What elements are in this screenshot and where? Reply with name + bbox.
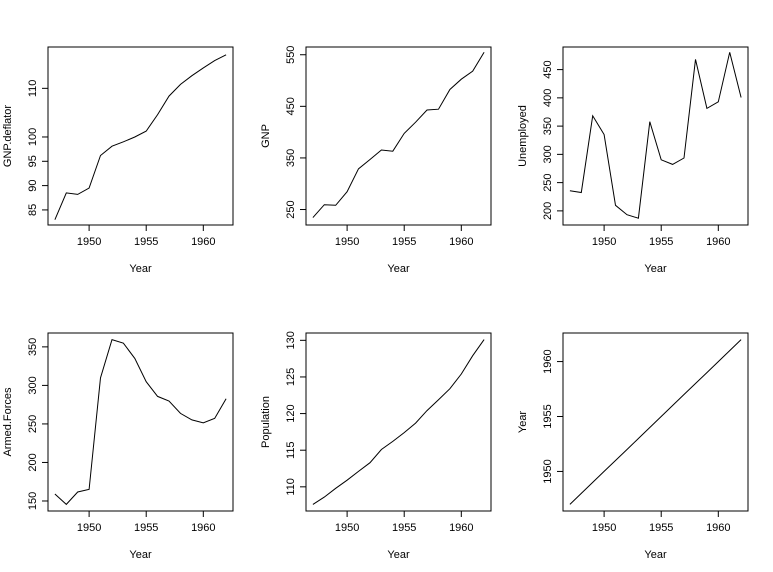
y-tick-label: 450 xyxy=(542,60,554,78)
y-tick-label: 250 xyxy=(27,415,39,433)
y-tick-label: 95 xyxy=(27,155,39,167)
y-tick-label: 125 xyxy=(285,368,297,386)
x-tick-label: 1960 xyxy=(191,522,215,534)
series-line-population xyxy=(312,339,485,505)
x-tick-label: 1955 xyxy=(649,522,673,534)
x-tick-label: 1950 xyxy=(77,522,101,534)
panel-6-year: 1950 1955 1960 1950 1955 1960 Year Year xyxy=(517,332,749,561)
x-tick-label: 1950 xyxy=(592,236,616,248)
panel-3-unemployed: 1950 1955 1960 200 250 300 350 400 450 Year Unempl… xyxy=(517,46,749,275)
x-tick-label: 1960 xyxy=(191,236,215,248)
x-tick-label: 1960 xyxy=(706,522,730,534)
panel-4-armed-forces: 1950 1955 1960 150 200 250 300 350 Year Armed.For… xyxy=(2,332,234,561)
y-tick-label: 130 xyxy=(285,331,297,349)
y-tick-label: 350 xyxy=(285,149,297,167)
series-line-gnp-deflator xyxy=(54,54,227,220)
panel-5-population: 1950 1955 1960 110 115 120 125 130 Year Populatio… xyxy=(260,331,492,561)
x-tick-label: 1960 xyxy=(706,236,730,248)
x-tick-label: 1960 xyxy=(449,522,473,534)
plot-frame xyxy=(562,46,749,226)
plot-frame xyxy=(305,332,492,512)
x-tick-label: 1960 xyxy=(449,236,473,248)
x-tick-label: 1950 xyxy=(77,236,101,248)
plot-frame xyxy=(47,46,234,226)
y-tick-label: 350 xyxy=(542,117,554,135)
x-tick-label: 1950 xyxy=(335,236,359,248)
plot-frame xyxy=(562,332,749,512)
y-axis-title: Population xyxy=(260,396,272,448)
y-tick-label: 250 xyxy=(285,200,297,218)
y-tick-label: 300 xyxy=(27,376,39,394)
x-tick-label: 1950 xyxy=(592,522,616,534)
y-axis-title: GNP xyxy=(260,124,272,148)
plot-frame xyxy=(47,332,234,512)
y-tick-label: 550 xyxy=(285,46,297,64)
y-axis-title: Year xyxy=(517,411,529,434)
y-tick-label: 120 xyxy=(285,404,297,422)
x-tick-label: 1955 xyxy=(134,236,158,248)
y-axis-title: GNP.deflator xyxy=(2,105,14,168)
y-tick-label: 450 xyxy=(285,97,297,115)
series-line-unemployed xyxy=(569,52,742,219)
y-tick-label: 1955 xyxy=(542,404,554,428)
x-axis-title: Year xyxy=(644,263,667,275)
y-tick-label: 115 xyxy=(285,441,297,459)
y-tick-label: 110 xyxy=(285,478,297,496)
y-tick-label: 100 xyxy=(27,128,39,146)
x-tick-label: 1955 xyxy=(392,522,416,534)
x-tick-label: 1955 xyxy=(134,522,158,534)
y-tick-label: 150 xyxy=(27,492,39,510)
series-line-gnp xyxy=(312,51,485,218)
x-axis-title: Year xyxy=(387,549,410,561)
y-tick-label: 200 xyxy=(542,202,554,220)
series-line-year xyxy=(569,339,742,505)
y-tick-label: 1950 xyxy=(542,459,554,483)
y-tick-label: 200 xyxy=(27,453,39,471)
y-axis-title: Unemployed xyxy=(517,105,529,167)
y-tick-label: 85 xyxy=(27,204,39,216)
y-tick-label: 90 xyxy=(27,179,39,191)
y-tick-label: 250 xyxy=(542,173,554,191)
x-axis-title: Year xyxy=(129,263,152,275)
panel-2-gnp: 1950 1955 1960 250 350 450 550 Year GNP xyxy=(260,46,492,275)
x-axis-title: Year xyxy=(644,549,667,561)
series-line-armed-forces xyxy=(54,338,227,506)
x-tick-label: 1955 xyxy=(392,236,416,248)
y-axis-title: Armed.Forces xyxy=(2,387,14,457)
x-axis-title: Year xyxy=(387,263,410,275)
y-tick-label: 350 xyxy=(27,338,39,356)
x-tick-label: 1950 xyxy=(335,522,359,534)
plot-frame xyxy=(305,46,492,226)
x-tick-label: 1955 xyxy=(649,236,673,248)
y-tick-label: 300 xyxy=(542,145,554,163)
y-tick-label: 1960 xyxy=(542,349,554,373)
y-tick-label: 110 xyxy=(27,80,39,98)
panel-1-gnp-deflator: 1950 1955 1960 85 90 95 100 110 Year GNP.deflator xyxy=(2,46,234,275)
x-axis-title: Year xyxy=(129,549,152,561)
y-tick-label: 400 xyxy=(542,89,554,107)
